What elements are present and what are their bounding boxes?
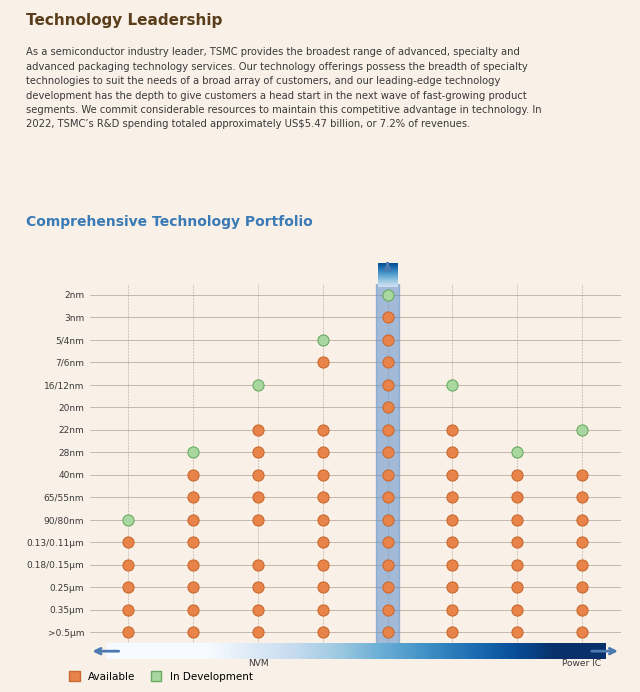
Text: Image Sensor: Image Sensor (162, 648, 224, 657)
Text: Analog: Analog (436, 648, 468, 657)
Text: Embedded
NVM: Embedded NVM (234, 648, 282, 668)
Bar (376, 284, 399, 644)
Text: Logic: Logic (376, 648, 399, 657)
Text: Comprehensive Technology Portfolio: Comprehensive Technology Portfolio (26, 215, 312, 229)
Text: As a semiconductor industry leader, TSMC provides the broadest range of advanced: As a semiconductor industry leader, TSMC… (26, 47, 541, 129)
Text: Technology Leadership: Technology Leadership (26, 13, 222, 28)
Text: BCD-
Power IC: BCD- Power IC (563, 648, 602, 668)
Text: RF: RF (317, 648, 328, 657)
Text: High Voltage: High Voltage (488, 648, 546, 657)
Text: MEMS: MEMS (115, 648, 142, 657)
Legend: Available, In Development: Available, In Development (69, 671, 253, 682)
